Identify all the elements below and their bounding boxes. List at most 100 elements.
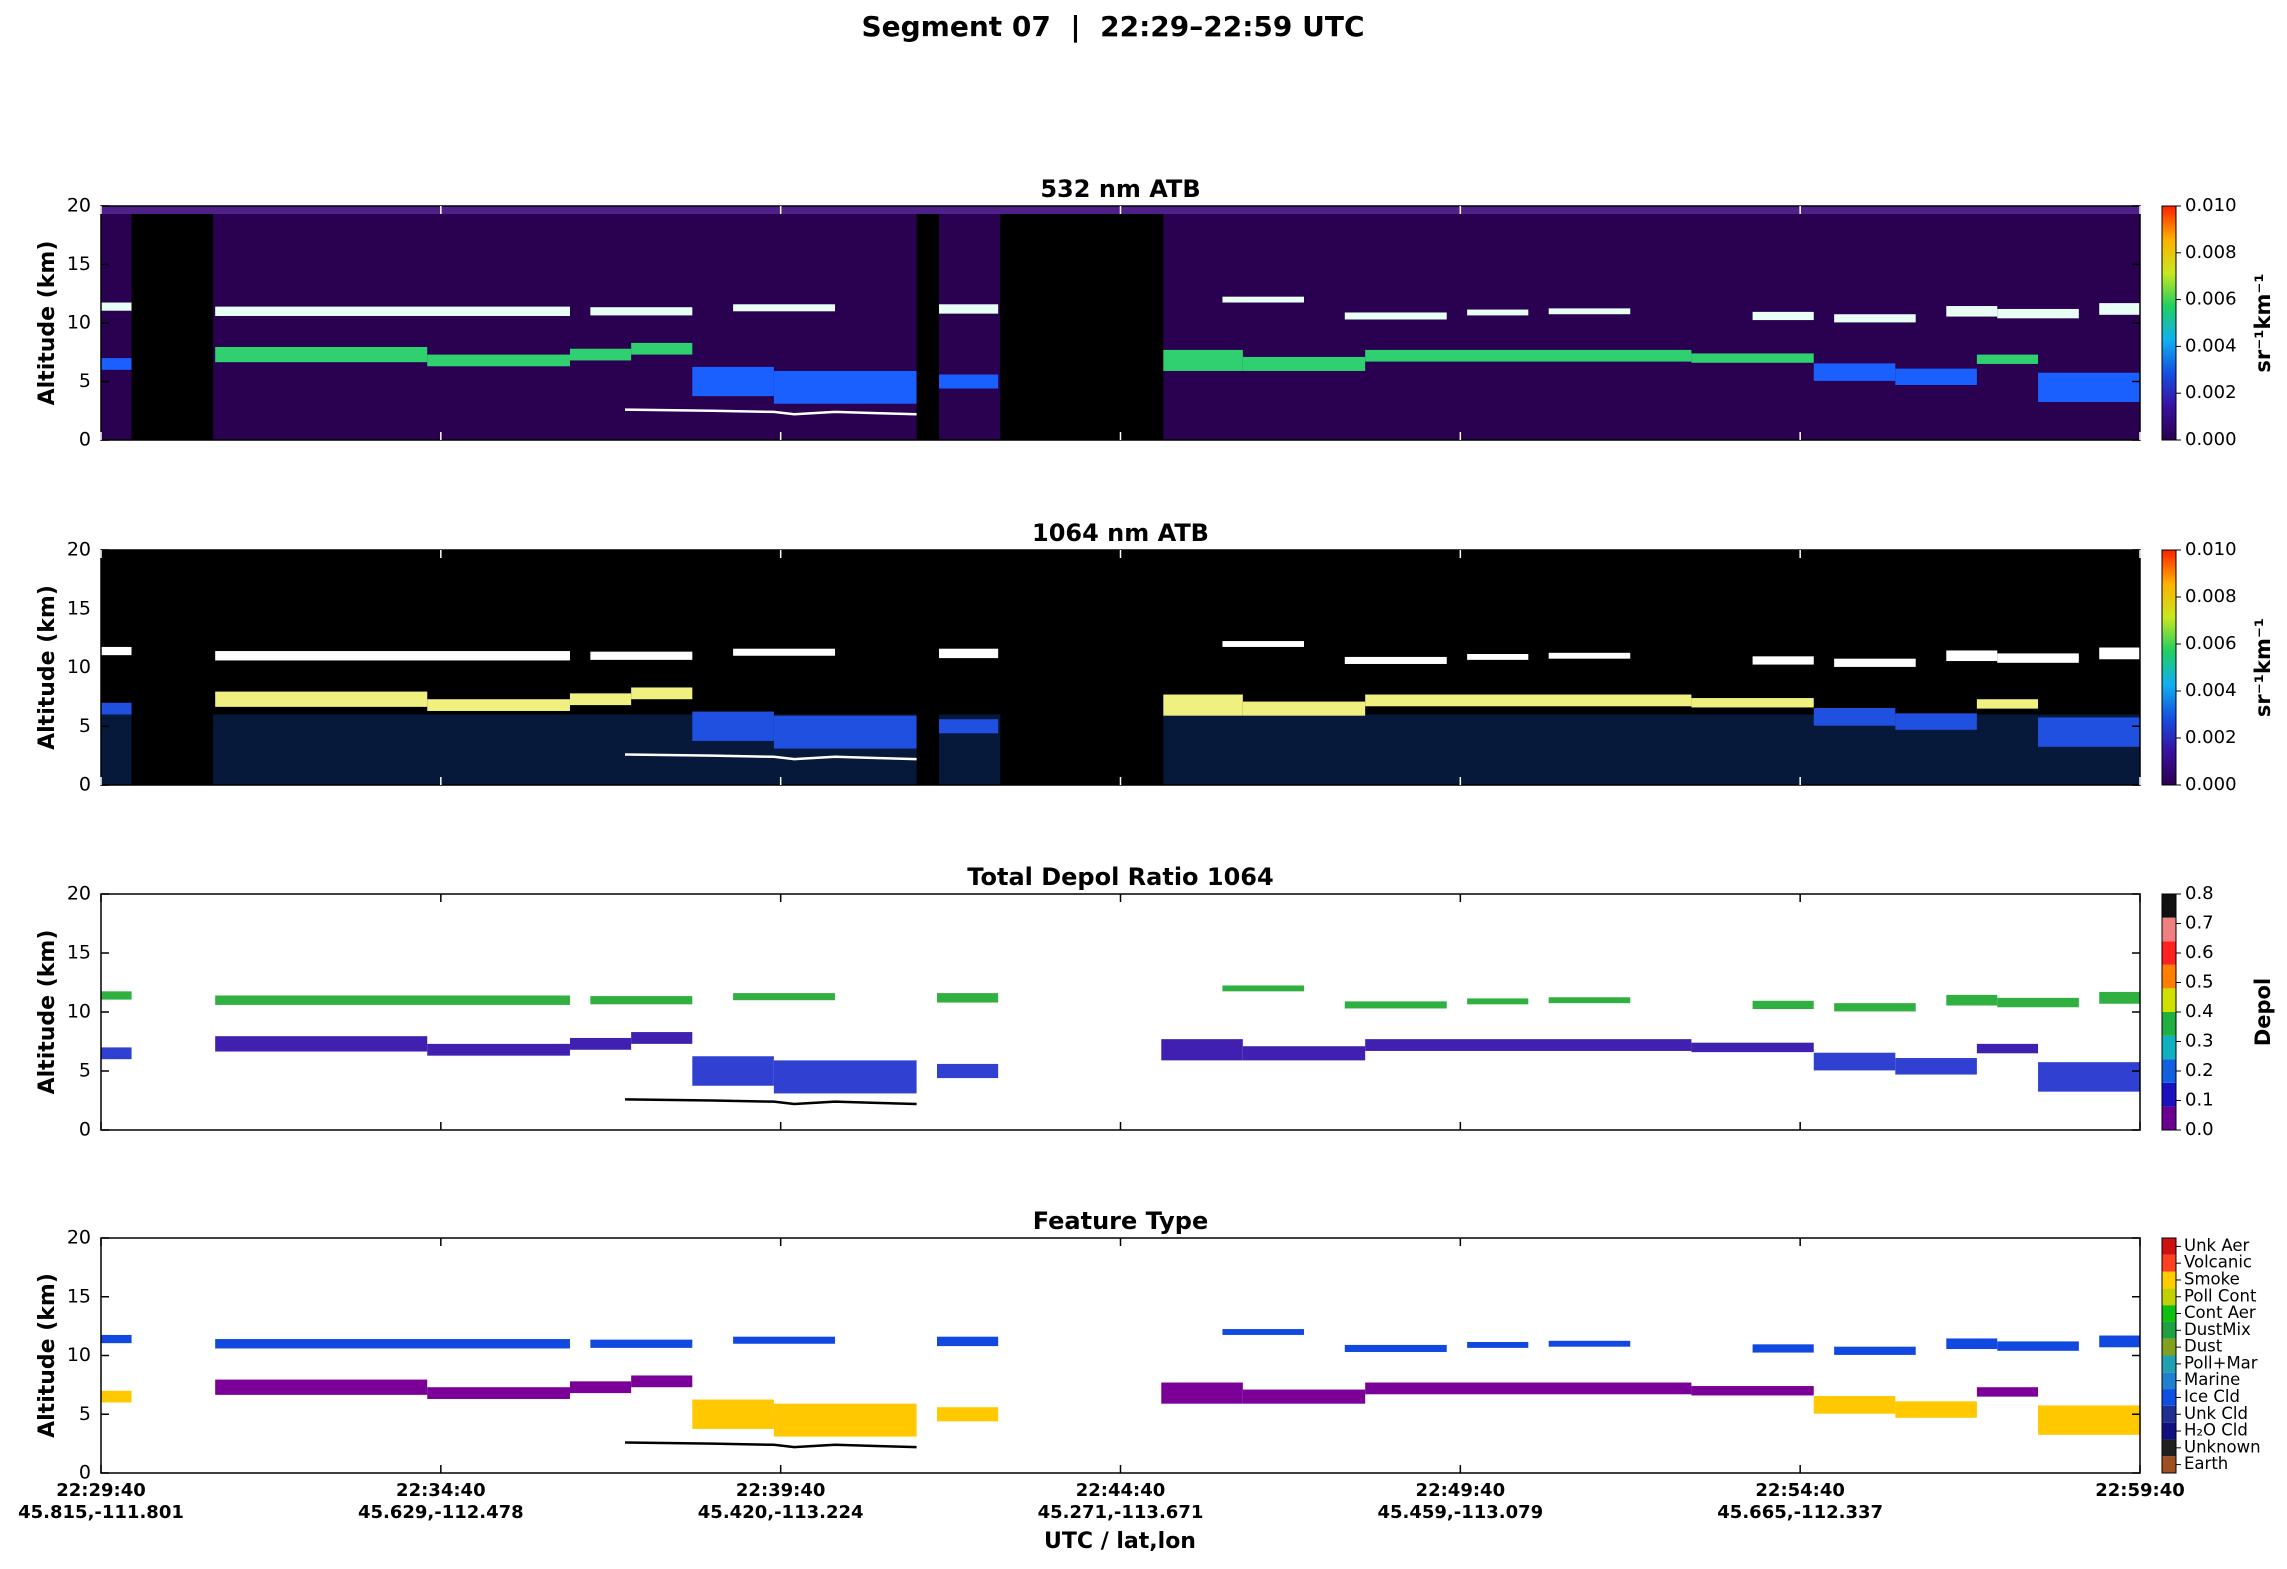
surface-line xyxy=(625,753,917,761)
feature-layer xyxy=(1222,296,1305,303)
colorbar xyxy=(2161,205,2177,441)
feature-layer xyxy=(1946,994,1998,1006)
feature-layer xyxy=(101,302,132,311)
feature-layer xyxy=(1946,650,1998,662)
legend-label: H₂O Cld xyxy=(2184,1421,2248,1440)
feature-layer xyxy=(1895,713,1977,730)
colorbar-tick-label: 0.006 xyxy=(2185,633,2237,654)
y-axis-label: Altitude (km) xyxy=(35,930,60,1095)
panel-title: 1064 nm ATB xyxy=(1032,519,1209,547)
colorbar-tick-label: 0.1 xyxy=(2185,1090,2214,1111)
y-tick-label: 20 xyxy=(67,883,91,905)
legend-label: Earth xyxy=(2184,1454,2228,1473)
feature-layer xyxy=(569,1037,632,1050)
data-gap xyxy=(1000,206,1164,440)
feature-layer xyxy=(631,342,693,355)
legend-label: Unk Aer xyxy=(2184,1236,2249,1255)
feature-layer xyxy=(101,1047,132,1060)
colorbar-segment xyxy=(2162,1305,2176,1322)
legend-label: DustMix xyxy=(2184,1320,2251,1339)
colorbar-tick-label: 0.000 xyxy=(2185,774,2237,795)
feature-layer xyxy=(1691,698,1814,708)
feature-layer xyxy=(1752,1344,1814,1353)
y-tick-label: 0 xyxy=(79,1119,91,1141)
colorbar-segment xyxy=(2162,1321,2176,1339)
colorbar-tick-label: 0.4 xyxy=(2185,1001,2214,1022)
feature-layer xyxy=(733,304,836,312)
feature-layer xyxy=(1344,656,1447,664)
feature-layer xyxy=(1365,349,1692,362)
feature-layer xyxy=(101,1334,132,1344)
feature-layer xyxy=(215,306,570,316)
y-tick-label: 10 xyxy=(67,656,91,678)
y-tick-label: 10 xyxy=(67,312,91,334)
feature-layer xyxy=(1976,1043,2039,1054)
feature-layer xyxy=(733,648,836,656)
feature-layer xyxy=(1548,308,1631,315)
y-tick-label: 15 xyxy=(67,942,91,964)
x-tick-label: 22:54:40 xyxy=(1755,1480,1845,1501)
feature-layer xyxy=(101,358,132,370)
y-tick-label: 5 xyxy=(79,1403,91,1425)
feature-layer xyxy=(1161,694,1243,716)
feature-layer xyxy=(936,1407,999,1422)
colorbar-tick-label: 0.004 xyxy=(2185,680,2237,701)
y-tick-label: 15 xyxy=(67,253,91,275)
feature-layer xyxy=(1997,308,2079,319)
y-tick-label: 10 xyxy=(67,1344,91,1366)
feature-layer xyxy=(1834,314,1916,323)
feature-layer xyxy=(1344,1001,1447,1009)
feature-layer xyxy=(101,702,132,715)
y-tick-label: 15 xyxy=(67,597,91,619)
legend-label: Volcanic xyxy=(2184,1253,2252,1272)
feature-layer xyxy=(1222,1329,1305,1335)
feature-layer xyxy=(773,715,917,749)
panel-title: Feature Type xyxy=(1033,1207,1209,1235)
feature-layer xyxy=(427,699,570,711)
colorbar-label: sr⁻¹km⁻¹ xyxy=(2251,618,2275,717)
feature-layer xyxy=(631,1375,693,1388)
feature-layer xyxy=(1834,658,1916,667)
colorbar-tick-label: 0.010 xyxy=(2185,195,2237,216)
y-axis-label: Altitude (km) xyxy=(35,585,60,750)
x-tick-location: 45.420,-113.224 xyxy=(698,1502,864,1523)
x-tick-label: 22:39:40 xyxy=(736,1480,826,1501)
feature-layer xyxy=(936,304,999,314)
feature-layer xyxy=(1691,353,1814,363)
colorbar-segment xyxy=(2162,917,2176,942)
colorbar-tick-label: 0.2 xyxy=(2185,1060,2214,1081)
legend-label: Poll+Mar xyxy=(2184,1353,2258,1372)
legend-label: Dust xyxy=(2184,1337,2223,1356)
colorbar-tick-label: 0.7 xyxy=(2185,913,2214,934)
legend-label: Unk Cld xyxy=(2184,1404,2248,1423)
feature-layer xyxy=(733,1336,836,1344)
x-tick-location: 45.271,-113.671 xyxy=(1038,1502,1204,1523)
colorbar-segment xyxy=(2162,1238,2176,1255)
surface-line xyxy=(625,408,917,416)
feature-layer xyxy=(1895,1058,1977,1075)
legend-label: Marine xyxy=(2184,1370,2240,1389)
feature-layer xyxy=(1242,1046,1366,1061)
feature-layer xyxy=(1222,641,1305,647)
feature-layer xyxy=(215,651,570,661)
data-gap xyxy=(131,550,214,785)
colorbar xyxy=(2161,549,2177,786)
feature-layer xyxy=(215,1339,570,1349)
feature-layer xyxy=(1467,309,1529,316)
feature-layer xyxy=(1222,985,1305,992)
feature-layer xyxy=(936,719,999,734)
feature-layer xyxy=(215,691,428,707)
colorbar-segment xyxy=(2162,1439,2176,1457)
feature-layer xyxy=(1161,349,1243,371)
feature-layer xyxy=(215,346,428,363)
panel: Total Depol Ratio 1064 Altitude (km) 0 5 10 1… xyxy=(35,863,2275,1141)
colorbar-segment xyxy=(2162,1338,2176,1356)
y-tick-label: 20 xyxy=(67,539,91,561)
colorbar-tick-label: 0.008 xyxy=(2185,586,2237,607)
colorbar-segment xyxy=(2162,1405,2176,1423)
feature-layer xyxy=(733,993,836,1001)
feature-layer xyxy=(590,307,693,316)
feature-layer xyxy=(1895,1401,1977,1418)
feature-layer xyxy=(692,1056,774,1086)
